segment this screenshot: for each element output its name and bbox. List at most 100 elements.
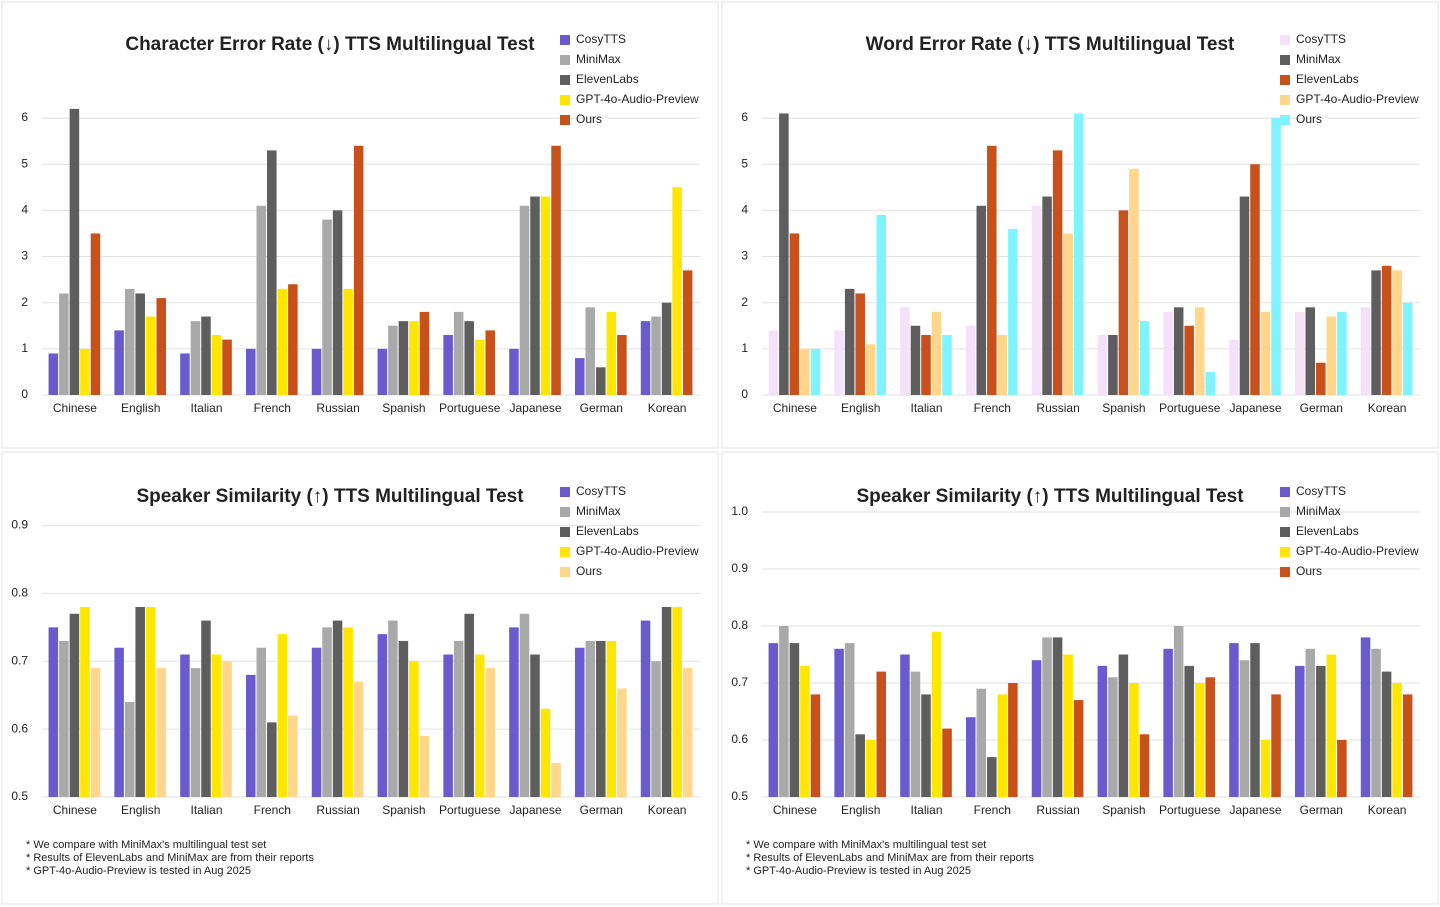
y-tick-label: 1 [741, 341, 748, 355]
bar [69, 108, 80, 395]
bar [997, 335, 1008, 395]
bar [1337, 311, 1347, 395]
bar [900, 654, 910, 797]
legend-label: CosyTTS [576, 484, 626, 498]
bar [910, 325, 921, 395]
bar [551, 763, 561, 797]
x-tick-label: German [1300, 803, 1343, 817]
bar [1337, 740, 1347, 797]
bar [1205, 677, 1216, 797]
x-tick-label: Russian [316, 401, 359, 415]
x-tick-label: Portuguese [439, 803, 501, 817]
bar [1250, 643, 1260, 797]
bar [69, 613, 80, 797]
chart-title: Speaker Similarity (↑) TTS Multilingual … [136, 486, 524, 507]
bar [1205, 371, 1216, 395]
x-tick-label: Korean [1368, 803, 1407, 817]
bar [987, 757, 997, 797]
bar [1326, 316, 1337, 395]
y-tick-label: 5 [741, 156, 748, 170]
bar [530, 196, 540, 395]
bar [651, 316, 661, 395]
x-tick-label: Spanish [1102, 401, 1145, 415]
x-tick-label: Italian [910, 803, 942, 817]
bar [574, 358, 585, 395]
x-tick-label: Spanish [1102, 803, 1145, 817]
legend-label: CosyTTS [1296, 484, 1346, 498]
bar [377, 348, 388, 395]
bar [288, 284, 298, 395]
x-tick-label: French [974, 401, 1011, 415]
bar [485, 330, 496, 395]
x-tick-label: Italian [910, 401, 942, 415]
bar [1316, 362, 1326, 395]
legend-label: GPT-4o-Audio-Preview [1296, 544, 1419, 558]
bar [1316, 665, 1326, 797]
bar [1392, 683, 1402, 797]
bar [256, 647, 267, 797]
bar [596, 367, 606, 395]
x-tick-label: French [974, 803, 1011, 817]
x-tick-label: German [1300, 401, 1343, 415]
legend-label: GPT-4o-Audio-Preview [1296, 92, 1419, 106]
bar [388, 620, 398, 797]
bar [1008, 683, 1018, 797]
bar [90, 668, 101, 797]
bar [672, 607, 682, 797]
bar [574, 647, 585, 797]
y-tick-label: 0.8 [11, 586, 28, 600]
bar [114, 330, 124, 395]
y-tick-label: 4 [21, 203, 28, 217]
bar [267, 722, 277, 797]
bar [1360, 307, 1371, 395]
bar [672, 187, 682, 395]
bar [779, 113, 789, 395]
bar [1108, 335, 1118, 395]
bar [810, 348, 821, 395]
bar [267, 150, 277, 395]
bar [453, 311, 464, 395]
bar [551, 145, 561, 395]
bar [810, 694, 821, 797]
bar [1381, 671, 1392, 797]
legend-swatch [1280, 547, 1290, 557]
bar [332, 210, 343, 395]
bar [222, 661, 232, 797]
bar [1305, 307, 1316, 395]
bar [1184, 665, 1194, 797]
bar [1184, 325, 1194, 395]
legend-swatch [560, 527, 570, 537]
bar [398, 640, 409, 797]
y-tick-label: 3 [741, 249, 748, 263]
bar [211, 335, 222, 395]
bar [900, 307, 910, 395]
bar [651, 661, 661, 797]
legend-swatch [560, 75, 570, 85]
legend-label: CosyTTS [576, 32, 626, 46]
bar [876, 215, 887, 395]
bar [190, 668, 201, 797]
x-tick-label: Portuguese [1159, 803, 1221, 817]
bar [942, 335, 952, 395]
x-tick-label: Chinese [773, 401, 817, 415]
bar [931, 311, 942, 395]
bar [1229, 339, 1239, 395]
y-tick-label: 0.8 [731, 618, 748, 632]
bar [1360, 637, 1371, 797]
bar [519, 205, 530, 395]
bar [256, 205, 267, 395]
bar [353, 681, 364, 797]
bar [1294, 665, 1305, 797]
y-tick-label: 0.9 [11, 518, 28, 532]
y-tick-label: 4 [741, 203, 748, 217]
bar [1139, 321, 1150, 395]
bar [800, 665, 810, 797]
x-tick-label: Portuguese [439, 401, 501, 415]
y-tick-label: 3 [21, 249, 28, 263]
bar [419, 311, 430, 395]
bar [211, 654, 222, 797]
bar [800, 348, 810, 395]
bar [1402, 694, 1413, 797]
y-tick-label: 6 [21, 110, 28, 124]
